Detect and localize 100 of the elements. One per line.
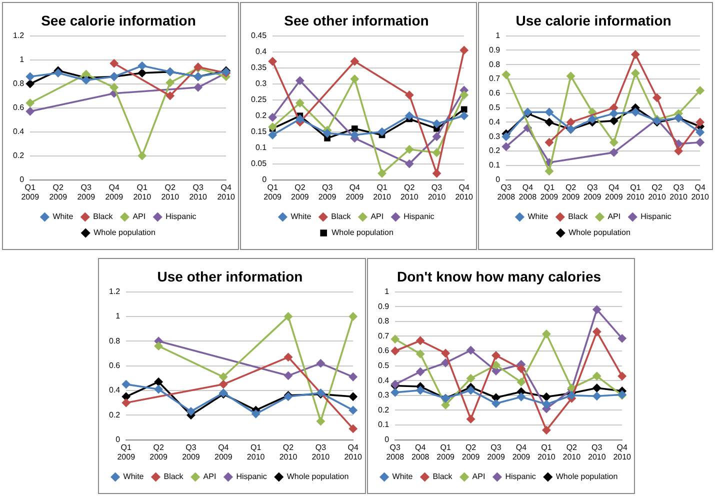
x-tick-label: Q3 2010 [588, 442, 606, 462]
chart-title: See other information [284, 12, 429, 28]
y-tick-label: 0.1 [488, 160, 501, 170]
x-tick-label: Q4 2010 [613, 442, 632, 462]
x-tick-label: Q2 2010 [562, 442, 582, 462]
y-tick-label: 1 [384, 287, 390, 296]
y-tick-label: 0.8 [12, 79, 25, 88]
x-tick-label: Q3 2009 [182, 442, 200, 462]
x-tick-label: Q2 2009 [49, 182, 68, 202]
y-tick-label: 1.2 [108, 287, 121, 296]
y-tick-label: 0.2 [378, 405, 390, 414]
y-tick-label: 0 [20, 175, 25, 184]
y-tick-label: 0.3 [378, 390, 390, 400]
y-tick-label: 1 [496, 31, 501, 40]
legend-label: White [123, 472, 144, 482]
y-tick-label: 0.4 [255, 47, 268, 56]
x-tick-label: Q1 2010 [246, 442, 266, 462]
y-tick-label: 0.05 [250, 159, 268, 168]
chart-title: Don't know how many calories [396, 268, 602, 284]
x-tick-label: Q3 2010 [312, 442, 330, 462]
y-tick-label: 0.9 [378, 302, 390, 311]
y-tick-label: 1 [20, 55, 25, 64]
legend-label: Hispanic [166, 212, 196, 222]
x-tick-label: Q2 2009 [150, 442, 168, 462]
chart-title: Use calorie information [516, 12, 672, 28]
legend-label: Black [164, 472, 184, 482]
legend-label: Whole population [556, 472, 618, 482]
y-tick-label: 0.25 [250, 95, 268, 104]
x-tick-label: Q4 2009 [512, 442, 531, 462]
x-tick-label: Q4 2010 [455, 182, 474, 202]
legend-label: Whole population [332, 228, 394, 238]
x-tick-label: Q1 2009 [21, 182, 40, 202]
x-tick-label: Q4 2008 [518, 182, 538, 202]
y-tick-label: 0.35 [250, 63, 268, 72]
x-tick-label: Q4 2010 [691, 182, 710, 202]
legend-label: Black [331, 212, 352, 222]
y-tick-label: 0.6 [12, 103, 25, 112]
y-tick-label: 0.7 [378, 331, 390, 340]
x-tick-label: Q4 2009 [105, 182, 124, 202]
x-tick-label: Q3 2010 [428, 182, 446, 202]
legend-label: Whole population [286, 472, 349, 482]
x-tick-label: Q2 2009 [462, 442, 480, 462]
legend-label: White [290, 212, 312, 222]
y-tick-label: 0.2 [12, 151, 25, 160]
x-tick-label: Q1 2010 [373, 182, 392, 202]
y-tick-label: 1 [116, 312, 121, 321]
y-tick-label: 0 [496, 175, 501, 184]
x-tick-label: Q3 2009 [487, 442, 506, 462]
x-tick-label: Q2 2010 [400, 182, 419, 202]
y-tick-label: 0 [262, 175, 268, 184]
y-tick-label: 0.45 [250, 31, 268, 40]
y-tick-label: 0.5 [488, 103, 501, 112]
y-tick-label: 0.1 [255, 143, 268, 152]
y-tick-label: 0.2 [255, 111, 268, 120]
x-tick-label: Q4 2009 [346, 182, 364, 202]
y-tick-label: 0.8 [378, 316, 390, 326]
y-tick-label: 0.1 [378, 420, 390, 430]
x-tick-label: Q2 2010 [161, 182, 180, 202]
x-tick-label: Q2 2010 [648, 182, 666, 202]
y-tick-label: 0.7 [488, 74, 501, 84]
legend-label: Whole population [568, 228, 630, 238]
legend-label: API [203, 472, 216, 482]
x-tick-label: Q3 2008 [386, 442, 405, 462]
x-tick-label: Q4 2010 [344, 442, 363, 462]
legend-label: White [392, 472, 414, 482]
legend-label: White [528, 212, 549, 222]
legend-label: Hispanic [236, 472, 267, 482]
legend-label: Hispanic [404, 212, 434, 222]
y-tick-label: 0.2 [488, 146, 501, 156]
x-tick-label: Q4 2010 [217, 182, 236, 202]
legend-label: Black [568, 212, 589, 222]
legend-label: API [608, 212, 621, 222]
y-tick-label: 0 [116, 435, 121, 444]
x-tick-label: Q1 2009 [436, 442, 456, 462]
x-tick-label: Q1 2010 [133, 182, 152, 202]
legend-label: API [132, 212, 146, 222]
x-tick-label: Q3 2009 [77, 182, 96, 202]
x-tick-label: Q1 2009 [264, 182, 282, 202]
legend-label: Hispanic [640, 212, 672, 222]
chart-title: See calorie information [41, 12, 196, 28]
y-tick-label: 0.9 [488, 45, 501, 54]
y-tick-label: 0.3 [255, 79, 268, 88]
y-tick-label: 0.5 [378, 361, 390, 370]
legend-label: Black [93, 212, 114, 222]
y-tick-label: 0.4 [12, 127, 25, 136]
y-tick-label: 0.8 [108, 336, 121, 346]
x-tick-label: Q4 2008 [411, 442, 430, 462]
x-tick-label: Q4 2009 [604, 182, 624, 202]
y-tick-label: 0.6 [108, 361, 121, 370]
y-tick-label: 0.6 [488, 88, 501, 98]
x-tick-label: Q3 2009 [583, 182, 602, 202]
y-tick-label: 0.4 [488, 117, 501, 126]
y-tick-label: 0.2 [108, 410, 121, 420]
legend-label: API [472, 472, 486, 482]
x-tick-label: Q4 2009 [214, 442, 233, 462]
y-tick-label: 0.4 [378, 376, 390, 385]
legend-label: Black [432, 472, 454, 482]
y-tick-label: 0.4 [108, 386, 121, 395]
x-tick-label: Q3 2008 [497, 182, 516, 202]
x-tick-label: Q1 2010 [538, 442, 556, 462]
